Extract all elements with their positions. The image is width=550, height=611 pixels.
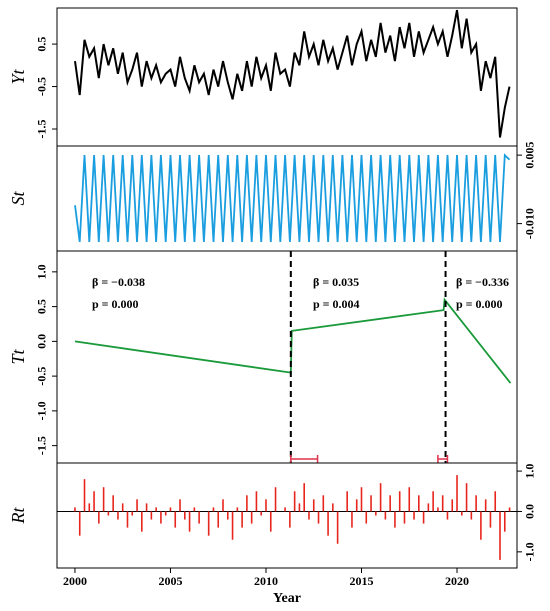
x-tick-label: 2015: [350, 574, 374, 588]
x-tick-label: 2000: [63, 574, 87, 588]
y-axis-label: Rt: [8, 507, 28, 525]
annotation: β = 0.035: [313, 275, 359, 289]
y-tick-label: 1.0: [35, 264, 49, 279]
x-tick-label: 2010: [254, 574, 278, 588]
y-axis-label: Tt: [8, 348, 28, 364]
y-tick-label: -0.5: [35, 77, 49, 96]
y-tick-label: 1.0: [523, 464, 537, 479]
y-axis-label: St: [8, 191, 28, 206]
y-tick-label: -1.5: [35, 120, 49, 139]
y-tick-label: -0.010: [523, 208, 537, 239]
annotation: p = 0.004: [313, 297, 360, 311]
x-axis-label: Year: [273, 591, 301, 606]
x-tick-label: 2005: [158, 574, 182, 588]
series-line: [74, 297, 512, 384]
panel-frame: [56, 462, 518, 569]
annotation: p = 0.000: [92, 297, 139, 311]
y-tick-label: -0.5: [35, 367, 49, 386]
y-tick-label: 0.0: [523, 504, 537, 519]
annotation: p = 0.000: [456, 297, 503, 311]
y-tick-label: -1.0: [523, 542, 537, 561]
y-tick-label: 0.5: [35, 37, 49, 52]
y-axis-label: Yt: [8, 68, 28, 84]
y-tick-label: 0.5: [35, 299, 49, 314]
series-line: [74, 153, 511, 243]
annotation: β = −0.336: [456, 275, 509, 289]
y-tick-label: -1.0: [35, 401, 49, 420]
x-tick-label: 2020: [445, 574, 469, 588]
annotation: β = −0.038: [92, 275, 145, 289]
y-tick-label: -1.5: [35, 436, 49, 455]
series-line: [74, 9, 511, 138]
y-tick-label: 0.0: [35, 334, 49, 349]
y-tick-label: 0.005: [523, 142, 537, 169]
